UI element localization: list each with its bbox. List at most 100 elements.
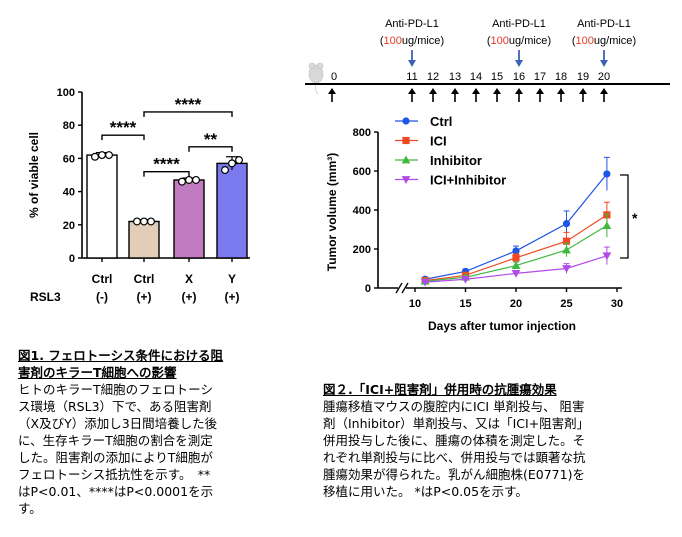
series-point bbox=[512, 247, 520, 255]
line-y-tick-label: 200 bbox=[353, 244, 371, 256]
timeline-day-label: 17 bbox=[534, 71, 546, 83]
arrow-up-icon bbox=[408, 88, 416, 94]
injection-name: Anti-PD-L1 bbox=[492, 18, 546, 30]
legend-marker bbox=[402, 117, 410, 125]
bar-y-tick-label: 0 bbox=[69, 253, 75, 265]
timeline-day-label: 19 bbox=[577, 71, 589, 83]
line-x-tick-label: 30 bbox=[611, 298, 623, 310]
bar-data-point bbox=[221, 166, 230, 175]
arrow-down-icon bbox=[515, 60, 523, 67]
arrow-up-icon bbox=[493, 88, 501, 94]
series-point bbox=[562, 220, 571, 228]
legend-label: ICI+Inhibitor bbox=[430, 173, 506, 188]
series-point bbox=[511, 261, 521, 269]
series-point bbox=[603, 170, 611, 178]
timeline-day-label: 0 bbox=[331, 71, 337, 83]
legend-marker bbox=[401, 155, 411, 164]
significance-bracket bbox=[101, 134, 145, 141]
injection-dose-label: (100ug/mice) bbox=[572, 35, 636, 47]
bar-y-tick-label: 60 bbox=[63, 153, 75, 165]
series-point bbox=[562, 265, 571, 273]
figure2-caption: 図２.「ICI+阻害剤」併用時の抗腫瘍効果 腫瘍移植マウスの腹腔内にICI 単剤… bbox=[323, 381, 675, 500]
arrow-up-icon bbox=[429, 88, 437, 94]
injection-dose-close: ) bbox=[440, 35, 444, 47]
bar-condition-label: (+) bbox=[182, 290, 197, 304]
axis-break-mark bbox=[395, 282, 403, 294]
series-point bbox=[602, 221, 612, 229]
line-significance-bracket bbox=[620, 174, 629, 259]
injection-dose-unit: ug/mice bbox=[402, 35, 441, 47]
bar-y-tick-label: 100 bbox=[57, 87, 75, 99]
line-x-tick-label: 25 bbox=[560, 298, 572, 310]
injection-dose-unit: ug/mice bbox=[594, 35, 633, 47]
figure2-body-line: 腫瘍移植マウスの腹腔内にICI 単剤投与、 阻害 bbox=[323, 399, 585, 414]
series-point bbox=[461, 275, 470, 284]
arrow-up-icon bbox=[328, 88, 336, 94]
figure2-body-line: 腫瘍効果が得られた。乳がん細胞株(E0771)を bbox=[323, 467, 585, 482]
axis-break-mark bbox=[401, 282, 409, 294]
injection-dose-close: ) bbox=[632, 35, 636, 47]
bar-category-label: X bbox=[185, 272, 193, 286]
arrow-down-icon bbox=[408, 60, 416, 67]
bar bbox=[86, 154, 118, 259]
line-y-tick-label: 800 bbox=[353, 127, 371, 139]
injection-dose-close: ) bbox=[547, 35, 551, 47]
figure1-body-line: す。 bbox=[18, 501, 42, 516]
injection-dose-open: ( bbox=[487, 35, 491, 47]
line-y-tick-label: 600 bbox=[353, 166, 371, 178]
bar-category-label: Y bbox=[228, 272, 236, 286]
injection-name: Anti-PD-L1 bbox=[577, 18, 631, 30]
series-point bbox=[602, 252, 612, 261]
timeline-day-label: 13 bbox=[449, 71, 461, 83]
figure2-title: 図２.「ICI+阻害剤」併用時の抗腫瘍効果 bbox=[323, 382, 557, 397]
significance-bracket bbox=[188, 146, 233, 152]
legend-label: Ctrl bbox=[430, 114, 452, 129]
bar-condition-label: (+) bbox=[137, 290, 152, 304]
bar-data-point bbox=[235, 156, 244, 165]
arrow-up-icon bbox=[600, 88, 608, 94]
timeline-day-label: 15 bbox=[491, 71, 503, 83]
series-point bbox=[420, 278, 430, 287]
figure1-body-line: ヒトのキラーT細胞のフェロトーシ bbox=[18, 382, 213, 397]
arrow-up-icon bbox=[472, 88, 480, 94]
significance-label: ** bbox=[204, 130, 218, 149]
injection-dose-open: ( bbox=[380, 35, 384, 47]
significance-label: **** bbox=[153, 155, 180, 174]
bar bbox=[216, 162, 248, 259]
arrow-up-icon bbox=[451, 88, 459, 94]
legend-marker bbox=[401, 176, 411, 184]
line-chart-y-label: Tumor volume (mm³) bbox=[325, 153, 339, 271]
figure1-body-line: （X及びY）添加し3日間培養した後 bbox=[18, 416, 218, 431]
line-x-tick-label: 20 bbox=[510, 298, 522, 310]
legend-label: ICI bbox=[430, 134, 447, 149]
line-significance-label: * bbox=[632, 210, 638, 226]
significance-bracket bbox=[143, 170, 190, 177]
figure2-body-line: 剤（Inhibitor）単剤投与、又は「ICI+阻害剤」 bbox=[323, 416, 590, 431]
line-y-tick-label: 0 bbox=[365, 283, 371, 295]
injection-dose-value: 100 bbox=[576, 35, 594, 47]
figure1-body-line: に、生存キラーT細胞の割合を測定 bbox=[18, 433, 213, 448]
figure1-body-line: フェロトーシス抵抗性を示す。 ** bbox=[18, 467, 211, 482]
figure1-caption: 図1. フェロトーシス条件における阻 害剤のキラーT細胞への影響 ヒトのキラーT… bbox=[18, 347, 288, 517]
mouse-icon bbox=[308, 62, 324, 95]
injection-dose-value: 100 bbox=[491, 35, 509, 47]
series-point bbox=[512, 254, 520, 262]
timeline-day-label: 18 bbox=[555, 71, 567, 83]
injection-dose-label: (100ug/mice) bbox=[487, 35, 551, 47]
arrow-down-icon bbox=[600, 60, 608, 67]
injection-dose-unit: ug/mice bbox=[509, 35, 548, 47]
arrow-up-icon bbox=[579, 88, 587, 94]
bar-data-point bbox=[192, 175, 201, 184]
timeline-day-label: 11 bbox=[406, 71, 417, 83]
timeline-day-label: 12 bbox=[427, 71, 439, 83]
line-chart-x-label: Days after tumor injection bbox=[428, 319, 576, 333]
figure2-body-line: 移植に用いた。 *はP<0.05を示す。 bbox=[323, 484, 528, 499]
bar-data-point bbox=[147, 217, 156, 226]
figure1-title-line1: 図1. フェロトーシス条件における阻 bbox=[18, 348, 224, 363]
injection-dose-open: ( bbox=[572, 35, 576, 47]
figure1-title-line2: 害剤のキラーT細胞への影響 bbox=[18, 365, 177, 380]
injection-dose-value: 100 bbox=[384, 35, 402, 47]
bar bbox=[128, 220, 160, 259]
bar-category-label: Ctrl bbox=[92, 272, 113, 286]
injection-name: Anti-PD-L1 bbox=[385, 18, 439, 30]
